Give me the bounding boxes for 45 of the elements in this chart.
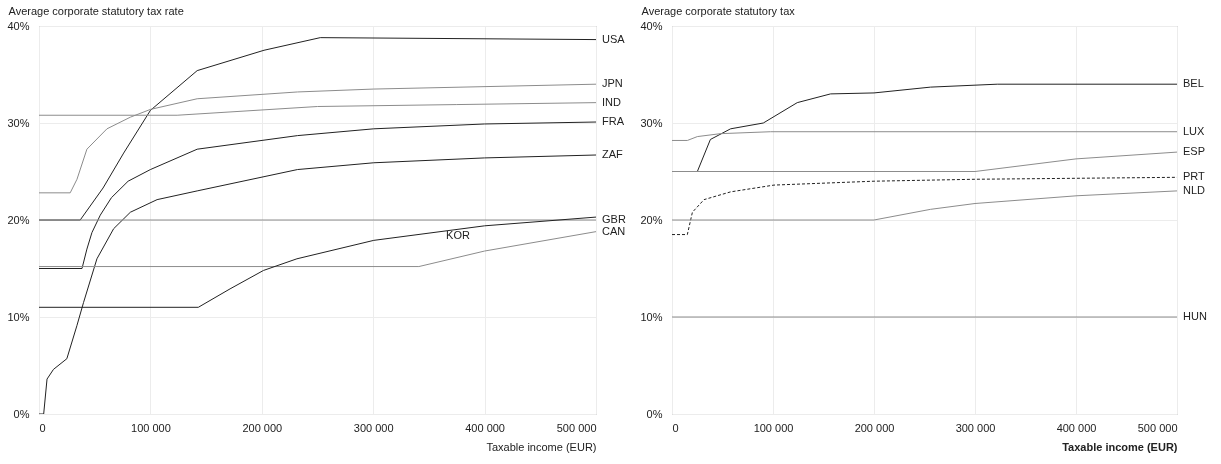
x-axis-title: Taxable income (EUR) <box>1062 440 1178 453</box>
y-axis-title: Average corporate statutory tax rate <box>8 4 184 17</box>
x-tick-label: 300 000 <box>353 421 394 434</box>
series-label: ESP <box>1183 145 1206 158</box>
x-tick-label: 400 000 <box>1056 421 1097 434</box>
y-tick-label: 20% <box>640 213 663 226</box>
y-tick-label: 10% <box>7 310 30 323</box>
series-label: BEL <box>1183 77 1204 90</box>
line-series <box>672 176 1177 236</box>
y-tick-label: 20% <box>7 213 30 226</box>
x-tick-label: 100 000 <box>753 421 794 434</box>
series-label: PRT <box>1183 170 1206 183</box>
x-axis-title: Taxable income (EUR) <box>486 440 597 453</box>
x-tick-label: 300 000 <box>955 421 996 434</box>
y-tick-label: 30% <box>7 116 30 129</box>
y-tick-label: 40% <box>7 19 30 32</box>
y-tick-label: 30% <box>640 116 663 129</box>
series-label: FRA <box>602 115 625 128</box>
x-tick-label: 0 <box>39 421 46 434</box>
series-label: NLD <box>1183 183 1206 196</box>
x-tick-label: 0 <box>672 421 679 434</box>
x-tick-label: 100 000 <box>131 421 171 434</box>
series-label: HUN <box>1183 310 1207 322</box>
line-series <box>39 83 596 194</box>
x-tick-label: 200 000 <box>242 421 283 434</box>
series-label: JPN <box>602 77 623 90</box>
line-series <box>39 121 596 269</box>
y-tick-label: 0% <box>13 407 30 420</box>
series-label: CAN <box>602 224 626 237</box>
series-label: GBR <box>602 213 626 225</box>
line-series <box>672 190 1177 221</box>
y-tick-label: 0% <box>646 407 663 420</box>
line-series <box>672 131 1177 141</box>
series-label: LUX <box>1183 124 1206 137</box>
x-tick-label: 200 000 <box>854 421 895 434</box>
series-label: USA <box>602 32 626 45</box>
series-label: ZAF <box>602 148 624 161</box>
x-tick-label: 500 000 <box>1137 421 1178 434</box>
annotation: KOR <box>446 229 470 241</box>
x-tick-label: 400 000 <box>465 421 505 434</box>
series-label: IND <box>602 95 621 108</box>
y-tick-label: 10% <box>640 310 663 323</box>
y-tick-label: 40% <box>640 19 663 32</box>
y-axis-title: Average corporate statutory tax <box>641 4 796 17</box>
x-tick-label: 500 000 <box>556 421 597 434</box>
